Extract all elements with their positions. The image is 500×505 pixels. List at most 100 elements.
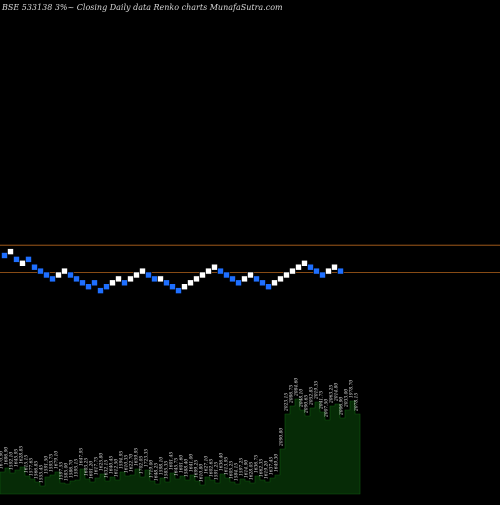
- volume-area: [0, 398, 361, 495]
- volume-label: 2084.60: [295, 378, 300, 397]
- brick-down: [235, 279, 242, 287]
- volume-label: 1588.40: [185, 459, 190, 477]
- volume-label: 2086.75: [290, 385, 295, 404]
- volume-label: 1585.35: [165, 461, 170, 479]
- volume-label: 1598.10: [160, 457, 165, 475]
- volume-label: 1555.45: [40, 465, 45, 483]
- volume-label: 1605.25: [230, 461, 235, 479]
- brick-down: [79, 279, 86, 287]
- volume-label: 2052.85: [310, 387, 315, 406]
- brick-down: [121, 279, 128, 287]
- brick-up: [295, 263, 302, 271]
- volume-label: 2019.35: [315, 381, 320, 400]
- brick-down: [163, 279, 170, 287]
- brick-up: [247, 271, 254, 279]
- volume-label: 1978.70: [350, 380, 355, 398]
- brick-up: [7, 248, 14, 255]
- volume-label: 1586.70: [70, 460, 75, 478]
- volume-label: 1610.35: [125, 455, 130, 473]
- volume-label: 2033.00: [345, 389, 350, 408]
- brick-down: [37, 267, 44, 275]
- brick-down: [43, 271, 50, 279]
- volume-label: 1627.10: [205, 456, 210, 474]
- brick-down: [67, 271, 74, 279]
- volume-label: 1591.25: [215, 462, 220, 480]
- volume-label: 1662.35: [260, 459, 265, 477]
- brick-up: [289, 267, 296, 275]
- brick-up: [157, 275, 164, 283]
- volume-label: 1702.05: [140, 456, 145, 474]
- volume-label: 2078.15: [355, 393, 360, 412]
- volume-label: 1617.75: [95, 457, 100, 475]
- volume-label: 1601.20: [90, 461, 95, 479]
- volume-label: 1645.75: [175, 458, 180, 476]
- brick-down: [49, 275, 56, 283]
- volume-label: 1645.95: [15, 449, 20, 467]
- brick-down: [97, 287, 104, 294]
- brick-up: [181, 283, 188, 291]
- volume-label: 1591.50: [45, 456, 50, 474]
- volume-label: 1577.65: [30, 458, 35, 476]
- brick-up: [19, 259, 26, 267]
- volume-label: 2048.10: [300, 389, 305, 408]
- brick-up: [199, 271, 206, 279]
- volume-label: 2090.80: [280, 428, 285, 447]
- brick-up: [55, 271, 62, 279]
- volume-label: 2007.50: [325, 399, 330, 418]
- volume-label: 1601.45: [170, 452, 175, 470]
- volume-label: 1594.95: [120, 451, 125, 469]
- brick-down: [259, 279, 266, 287]
- volume-label: 1595.15: [75, 459, 80, 477]
- brick-down: [91, 279, 98, 287]
- brick-up: [277, 275, 284, 283]
- brick-up: [331, 263, 338, 271]
- volume-label: 1613.95: [225, 457, 230, 475]
- volume-label: 2063.25: [330, 385, 335, 404]
- volume-label: 1648.25: [155, 463, 160, 481]
- brick-up: [133, 271, 140, 279]
- brick-down: [169, 283, 176, 291]
- volume-label: 1592.10: [10, 452, 15, 470]
- brick-down: [103, 283, 110, 291]
- volume-label: 1637.45: [270, 457, 275, 475]
- volume-label: 1622.70: [130, 454, 135, 472]
- brick-down: [319, 271, 326, 279]
- brick-down: [85, 283, 92, 291]
- volume-label: 2014.80: [335, 383, 340, 402]
- volume-label: 1597.25: [240, 458, 245, 476]
- brick-up: [205, 267, 212, 275]
- volume-label: 1619.20: [265, 461, 270, 479]
- volume-label: 1670.90: [0, 451, 5, 469]
- brick-up: [187, 279, 194, 287]
- brick-up: [193, 275, 200, 283]
- brick-up: [211, 263, 218, 271]
- volume-label: 1632.15: [105, 460, 110, 478]
- brick-up: [325, 267, 332, 275]
- brick-down: [223, 271, 230, 279]
- volume-label: 1603.25: [85, 458, 90, 476]
- brick-down: [25, 256, 32, 263]
- brick-up: [139, 267, 146, 275]
- volume-label: 1614.90: [245, 460, 250, 478]
- brick-down: [313, 267, 320, 275]
- volume-label: 1612.50: [115, 459, 120, 477]
- volume-label: 1601.60: [180, 455, 185, 473]
- brick-up: [61, 267, 68, 275]
- volume-label: 1602.65: [210, 459, 215, 477]
- brick-down: [13, 256, 20, 263]
- brick-up: [109, 279, 116, 287]
- brick-up: [241, 275, 248, 283]
- brick-down: [337, 267, 344, 275]
- brick-down: [307, 263, 314, 271]
- volume-label: 1625.80: [100, 453, 105, 471]
- volume-label: 1719.00: [150, 460, 155, 478]
- volume-label: 1636.40: [220, 453, 225, 471]
- brick-down: [217, 267, 224, 275]
- brick-down: [253, 275, 260, 283]
- volume-label: 1585.00: [65, 463, 70, 481]
- brick-down: [73, 275, 80, 283]
- volume-label: 1628.85: [20, 446, 25, 464]
- volume-label: 1584.15: [235, 463, 240, 481]
